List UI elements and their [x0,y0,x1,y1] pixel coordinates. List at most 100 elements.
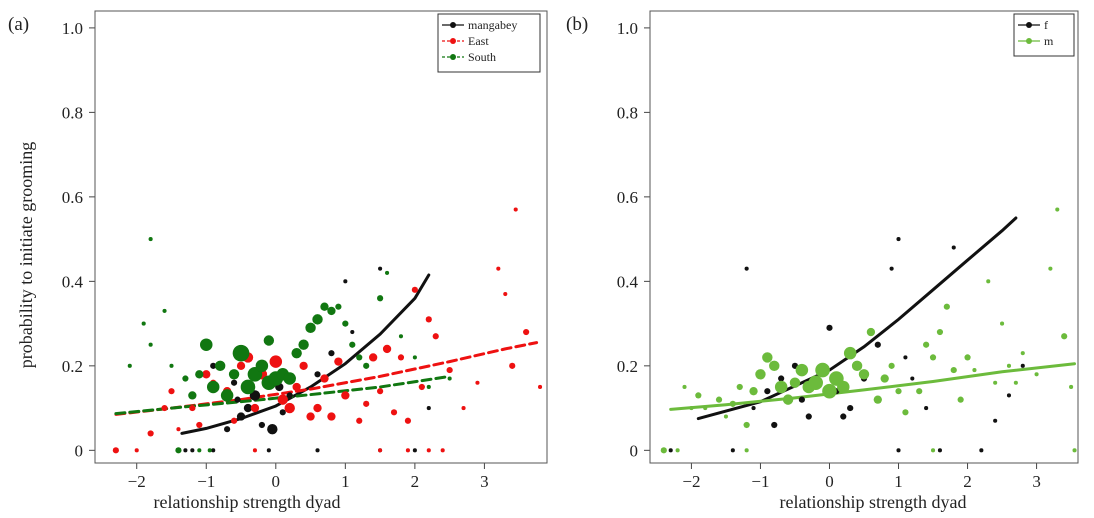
data-point-east [112,447,119,454]
data-point-m [972,368,977,373]
data-point-east [196,421,203,429]
data-point-m [957,396,964,403]
data-point-east [334,357,343,366]
data-point-m [744,448,749,453]
fit-line-m [669,362,1076,411]
panel-a-legend: mangabey East South [437,13,541,73]
data-point-east [418,383,425,391]
x-tick-label: 2 [411,472,420,491]
x-tick-label: −1 [197,472,215,491]
data-point-m [682,384,687,390]
data-point-south [240,379,256,395]
data-point-east [404,417,412,424]
data-point-m [743,421,750,429]
data-point-mangabey [258,421,265,429]
data-point-m [723,414,728,419]
panel-b-plot-frame [649,10,1079,464]
data-point-m [993,380,998,385]
data-point-m [1000,321,1005,326]
data-point-east [313,403,322,413]
data-point-east [363,400,370,407]
data-point-east [161,404,168,412]
data-point-east [440,448,445,453]
y-tick-label: 0 [630,441,639,460]
data-point-m [774,380,788,394]
data-point-m [851,360,863,372]
data-point-south [127,363,132,368]
panel-b-fit-lines [669,216,1076,421]
data-point-m [837,380,850,394]
data-point-mangabey [230,379,238,386]
data-point-south [220,389,234,402]
legend-label-mangabey: mangabey [468,18,517,32]
data-point-m [1013,380,1018,385]
x-tick-label: 3 [1032,472,1041,491]
data-point-m [749,387,758,396]
data-point-east [341,391,350,400]
data-point-f [993,418,998,423]
data-point-m [916,388,923,395]
data-point-south [349,341,356,348]
x-tick-label: 0 [272,472,281,491]
data-point-east [503,291,508,297]
panel-a-axes: −2 −1 0 1 2 3 0 0.2 0.4 0.6 0.8 1.0 [62,19,489,491]
data-point-mangabey [279,409,286,416]
data-point-m [1055,207,1060,212]
data-point-east [378,448,383,453]
data-point-m [703,406,708,411]
data-point-m [695,392,702,399]
data-point-f [896,448,901,453]
data-point-f [798,396,805,403]
panel-a-points [112,25,543,454]
legend-label-m: m [1044,34,1054,48]
data-point-east [292,382,301,392]
data-point-east [513,207,518,212]
y-tick-label: 0.4 [617,272,639,291]
data-point-south [412,355,417,360]
data-point-east [377,388,384,395]
data-point-east [277,394,288,405]
data-point-east [397,354,405,361]
fit-line-f [696,216,1018,421]
data-point-south [169,363,174,368]
y-tick-label: 0.6 [62,188,83,207]
data-point-m [789,377,801,388]
panel-a-plot-frame [94,10,548,464]
data-point-m [1072,448,1077,453]
data-point-mangabey [315,448,320,453]
panel-a-label: (a) [8,14,29,35]
data-point-south [398,334,404,339]
fit-line-mangabey [180,273,431,435]
data-point-m [930,448,936,453]
data-point-south [426,384,431,390]
data-point-m [902,409,909,416]
data-point-f [889,266,894,271]
data-point-east [405,448,410,453]
panel-b-axes: −2 −1 0 1 2 3 0 0.2 0.4 0.6 0.8 1.0 [617,19,1041,491]
data-point-south [291,347,302,359]
y-tick-label: 0.8 [617,103,638,122]
x-tick-label: −2 [682,472,700,491]
data-point-south [363,362,370,369]
data-point-south [327,306,336,316]
y-tick-label: 0.6 [617,188,638,207]
data-point-south [207,448,212,453]
data-point-south [447,376,452,381]
data-point-mangabey [426,406,431,411]
data-point-south [182,375,189,382]
y-tick-label: 0.2 [617,357,638,376]
data-point-east [236,361,246,370]
data-point-f [805,413,812,420]
panel-b-points [660,25,1077,454]
legend-marker-f [1026,22,1032,28]
data-point-f [979,448,984,453]
data-point-south [162,308,167,313]
data-point-east [537,384,543,390]
data-point-east [426,448,431,453]
data-point-m [1020,351,1025,356]
data-point-f [730,448,735,453]
data-point-mangabey [211,448,216,453]
panel-a-chart: (a) probability to initiate grooming rel… [8,10,548,512]
y-tick-label: 0 [75,441,84,460]
data-point-south [335,303,342,310]
